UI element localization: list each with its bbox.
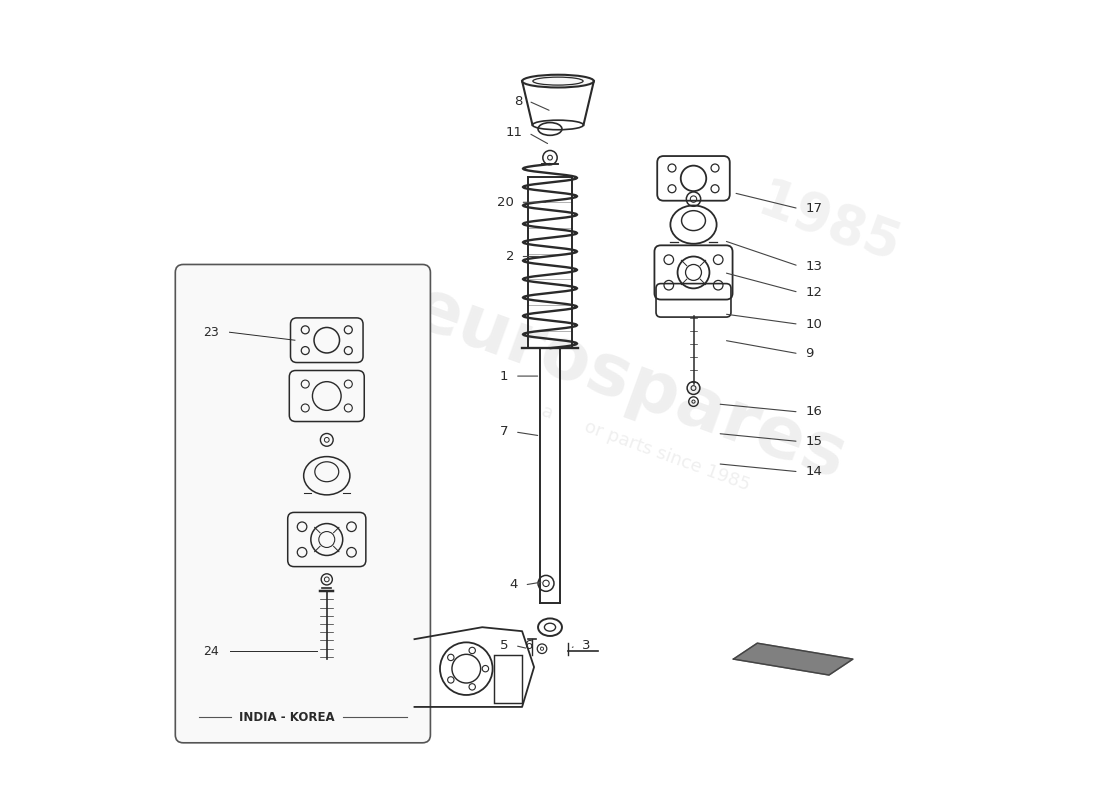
Text: 9: 9 bbox=[805, 347, 814, 360]
Text: 1: 1 bbox=[500, 370, 508, 382]
Text: 1985: 1985 bbox=[751, 175, 906, 274]
FancyBboxPatch shape bbox=[175, 265, 430, 743]
Text: 12: 12 bbox=[805, 286, 822, 299]
Text: 20: 20 bbox=[497, 196, 514, 209]
Text: eurospares: eurospares bbox=[404, 274, 856, 494]
Text: 11: 11 bbox=[505, 126, 522, 139]
Text: 8: 8 bbox=[514, 94, 522, 107]
Text: 2: 2 bbox=[506, 250, 514, 263]
Text: 15: 15 bbox=[805, 435, 822, 448]
Text: INDIA - KOREA: INDIA - KOREA bbox=[239, 710, 334, 724]
Text: 6: 6 bbox=[524, 639, 532, 652]
Text: 13: 13 bbox=[805, 259, 822, 273]
Polygon shape bbox=[734, 643, 852, 675]
Text: 24: 24 bbox=[204, 645, 219, 658]
Text: 7: 7 bbox=[500, 426, 508, 438]
Text: 10: 10 bbox=[805, 318, 822, 330]
Text: 4: 4 bbox=[509, 578, 518, 591]
Text: 16: 16 bbox=[805, 406, 822, 418]
Text: 5: 5 bbox=[500, 639, 508, 652]
Text: 17: 17 bbox=[805, 202, 822, 215]
Text: 3: 3 bbox=[582, 639, 591, 652]
Text: 14: 14 bbox=[805, 466, 822, 478]
Text: 23: 23 bbox=[204, 326, 219, 338]
Ellipse shape bbox=[522, 74, 594, 87]
Text: a      or parts since 1985: a or parts since 1985 bbox=[539, 402, 752, 494]
